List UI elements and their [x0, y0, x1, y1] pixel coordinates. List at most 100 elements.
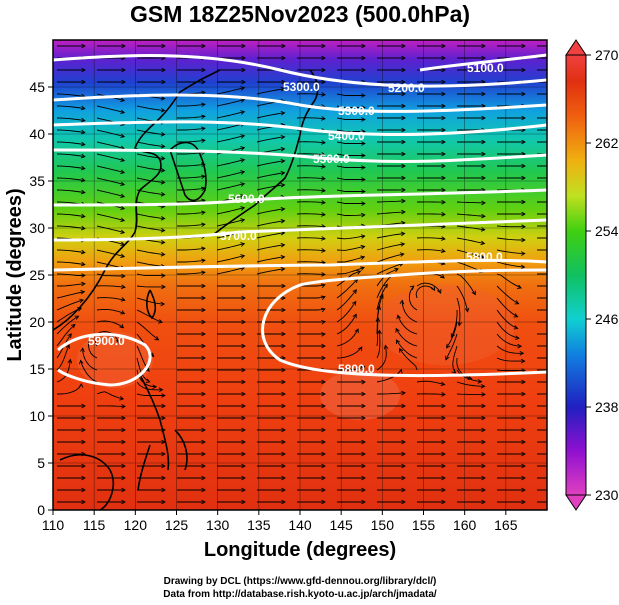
- coastlines: [53, 69, 319, 510]
- streamline-arrow: [519, 351, 525, 356]
- streamline-arrow: [394, 267, 399, 273]
- streamline: [96, 177, 125, 186]
- streamline-arrow: [361, 93, 366, 98]
- streamline-arrow: [120, 253, 126, 259]
- streamline: [96, 285, 125, 288]
- streamline: [336, 93, 365, 96]
- streamline-arrow: [562, 212, 566, 216]
- streamline-arrow: [399, 299, 405, 305]
- streamline-arrow: [481, 163, 486, 169]
- streamline: [496, 249, 525, 255]
- streamline: [256, 112, 285, 119]
- streamline-arrow: [119, 396, 125, 401]
- streamline: [96, 405, 126, 407]
- streamline: [416, 380, 445, 386]
- streamline-arrow: [120, 297, 126, 302]
- streamline: [56, 225, 85, 230]
- streamline: [456, 213, 485, 217]
- streamline-arrow: [280, 110, 286, 116]
- streamline-arrow: [281, 451, 286, 457]
- streamline-arrow: [441, 151, 446, 157]
- streamline: [56, 141, 85, 146]
- streamline: [96, 331, 120, 344]
- streamline-arrow: [401, 198, 406, 204]
- streamline: [80, 360, 98, 383]
- streamline-arrow: [280, 170, 286, 176]
- streamline-arrow: [161, 487, 166, 493]
- colorbar-tick-label: 238: [595, 399, 619, 415]
- streamline: [56, 315, 79, 335]
- streamline-arrow: [281, 355, 286, 361]
- streamline-arrow: [78, 383, 84, 388]
- streamline-arrow: [401, 67, 406, 73]
- streamline-arrow: [320, 295, 326, 301]
- streamline-arrow: [241, 475, 246, 481]
- streamline-arrow: [562, 56, 566, 60]
- streamline-arrow: [401, 91, 406, 97]
- streamline-arrow: [441, 427, 446, 433]
- contour-5200: [53, 54, 547, 88]
- coastline-philippines: [137, 374, 188, 491]
- streamline: [56, 93, 85, 98]
- streamline: [56, 299, 84, 311]
- streamline-arrow: [441, 236, 446, 241]
- streamline-arrow: [481, 451, 486, 457]
- streamline-arrow: [562, 248, 566, 252]
- streamline: [377, 392, 406, 395]
- streamline-arrow: [401, 115, 406, 121]
- contour-label-5800-south: 5800.0: [338, 362, 375, 376]
- streamline-arrow: [562, 224, 566, 228]
- streamline-arrow: [80, 129, 86, 135]
- streamline-arrow: [241, 43, 246, 49]
- streamline-arrow: [401, 475, 406, 481]
- y-tick-label: 10: [29, 408, 45, 424]
- streamline-arrow: [451, 368, 457, 374]
- streamline-arrow: [321, 475, 326, 481]
- streamline-arrow: [240, 182, 246, 187]
- streamline: [496, 261, 525, 268]
- y-tick-label: 40: [29, 126, 45, 142]
- streamline-arrow: [521, 451, 526, 457]
- streamline-arrow: [521, 199, 526, 205]
- streamline-arrow: [241, 55, 246, 61]
- streamline-arrow: [361, 177, 366, 182]
- streamline-arrow: [477, 379, 483, 384]
- contour-5500: [53, 148, 547, 163]
- streamline-arrow: [562, 296, 566, 300]
- streamline: [256, 160, 285, 167]
- streamline: [96, 213, 125, 222]
- streamline-arrow: [457, 321, 463, 327]
- streamline-arrow: [562, 380, 566, 384]
- streamline-arrow: [201, 67, 206, 73]
- streamline-arrow: [383, 283, 388, 289]
- streamline: [336, 314, 357, 335]
- streamline: [136, 129, 165, 136]
- streamline: [336, 201, 365, 204]
- streamline-arrow: [201, 246, 206, 252]
- streamline-arrow: [240, 86, 246, 91]
- streamline-arrow: [361, 415, 366, 421]
- streamline-arrow: [321, 92, 326, 97]
- streamline-arrow: [161, 67, 166, 73]
- streamline-arrow: [145, 367, 150, 372]
- streamline-arrow: [562, 476, 566, 480]
- streamline: [336, 177, 365, 180]
- streamline-arrow: [441, 139, 446, 145]
- streamline-arrow: [78, 359, 84, 365]
- streamline-arrow: [562, 116, 566, 120]
- streamline-arrow: [441, 91, 446, 97]
- streamline-arrow: [356, 270, 362, 275]
- streamline-arrow: [280, 206, 286, 212]
- streamline-arrow: [120, 169, 126, 175]
- coastline-korea: [169, 141, 207, 202]
- contour-5900-west: [56, 332, 152, 387]
- streamline: [136, 309, 163, 323]
- streamline-arrow: [158, 387, 164, 393]
- streamline: [336, 213, 365, 216]
- streamline-arrow: [80, 261, 86, 267]
- coastline-borneo: [59, 454, 115, 510]
- streamline-arrow: [160, 216, 166, 221]
- streamline-arrow: [281, 487, 286, 493]
- streamline-arrow: [160, 252, 166, 257]
- y-tick-label: 30: [29, 220, 45, 236]
